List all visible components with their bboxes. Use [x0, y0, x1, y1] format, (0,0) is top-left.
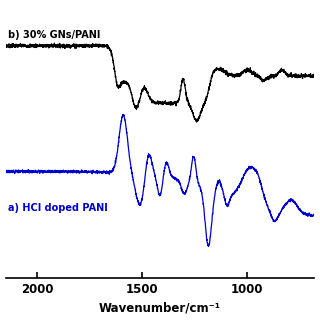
Text: b) 30% GNs/PANI: b) 30% GNs/PANI: [8, 30, 100, 40]
X-axis label: Wavenumber/cm⁻¹: Wavenumber/cm⁻¹: [99, 301, 221, 315]
Text: a) HCl doped PANI: a) HCl doped PANI: [8, 203, 108, 213]
